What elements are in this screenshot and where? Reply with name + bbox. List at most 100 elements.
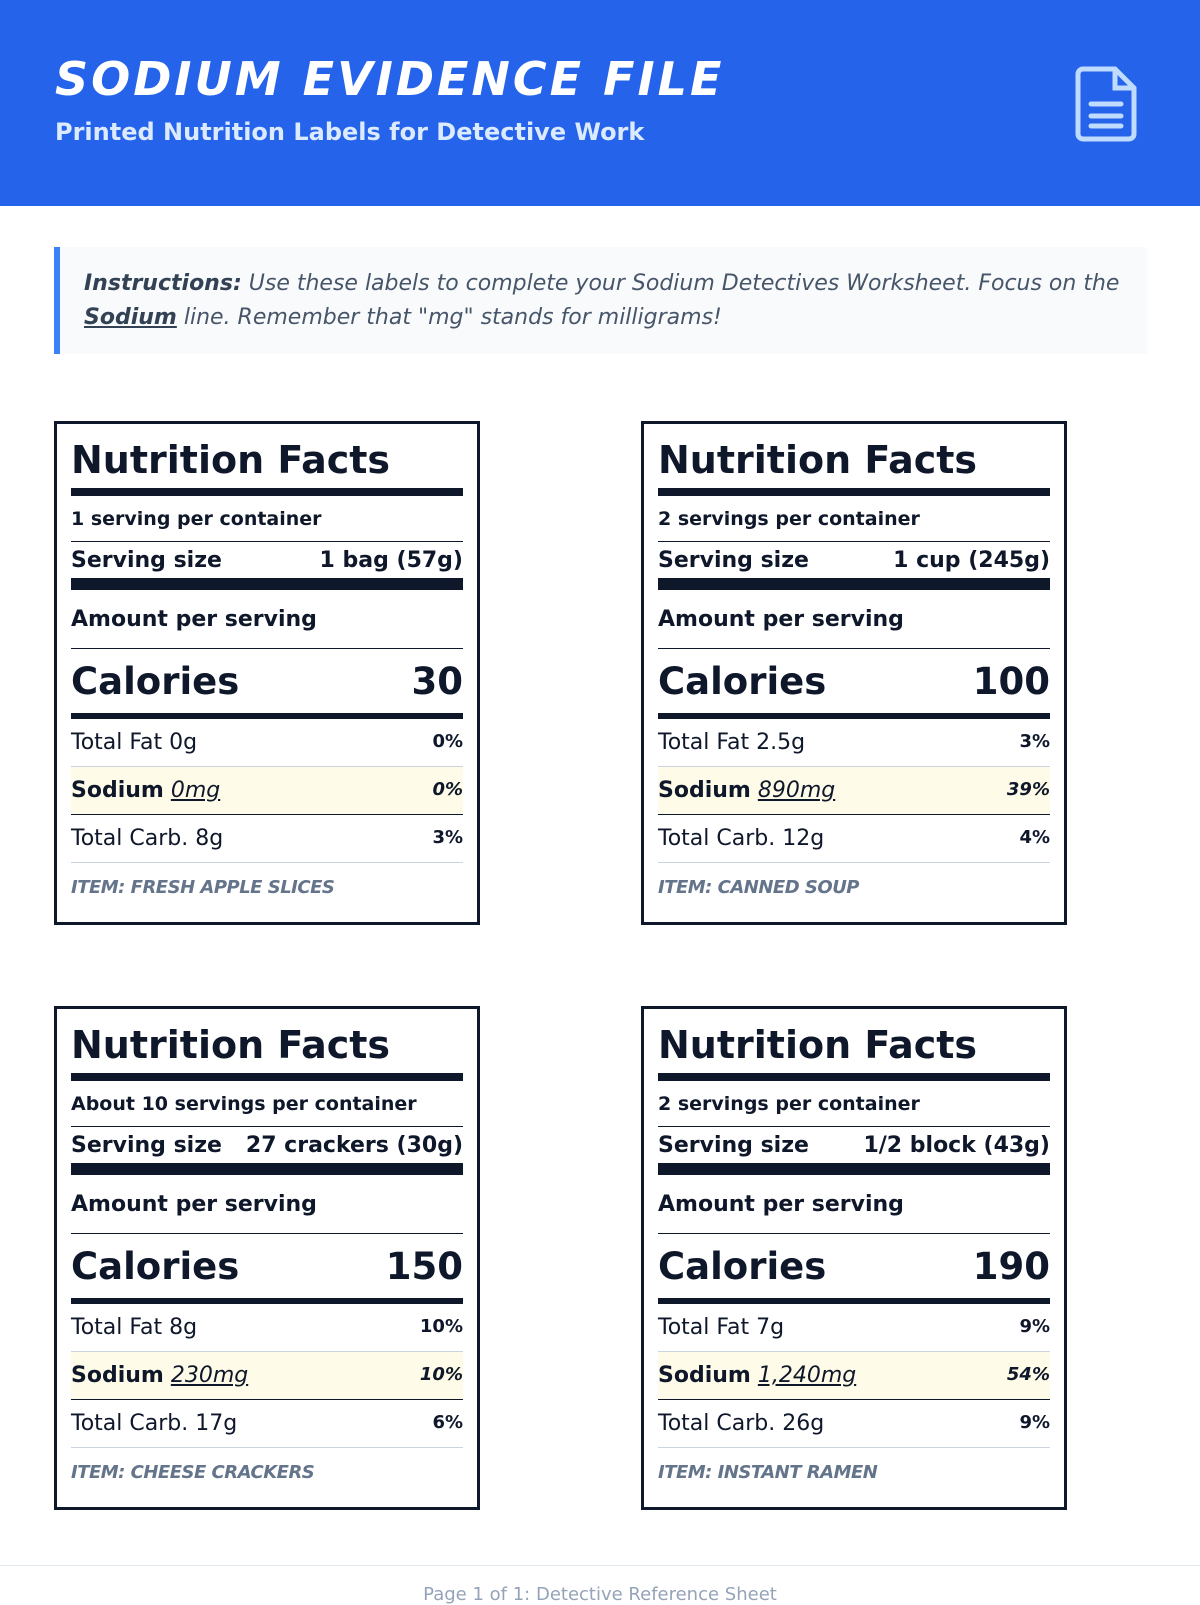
servings: 1 serving per container bbox=[71, 496, 463, 542]
serving-size-row: Serving size 1 bag (57g) bbox=[71, 542, 463, 590]
nutrient: Total Carb. 26g bbox=[658, 1411, 824, 1436]
sodium-row: Sodium 230mg 10% bbox=[71, 1352, 463, 1400]
calories: 100 bbox=[972, 659, 1050, 703]
nutrient-row: Total Fat 0g 0% bbox=[71, 719, 463, 767]
daily-value: 9% bbox=[1019, 1316, 1050, 1337]
serving-size-label: Serving size bbox=[71, 1132, 222, 1158]
serving-size: 27 crackers (30g) bbox=[245, 1132, 463, 1158]
daily-value: 54% bbox=[1006, 1364, 1050, 1385]
nutrient-name: Sodium bbox=[658, 1363, 751, 1388]
nutrient-row: Total Carb. 26g 9% bbox=[658, 1400, 1050, 1448]
label-heading: Nutrition Facts bbox=[658, 424, 1050, 496]
servings: 2 servings per container bbox=[658, 496, 1050, 542]
amount-label: Amount per serving bbox=[71, 590, 463, 649]
nutrient-row: Total Fat 8g 10% bbox=[71, 1304, 463, 1352]
label-heading: Nutrition Facts bbox=[71, 424, 463, 496]
nutrient-row: Total Fat 2.5g 3% bbox=[658, 719, 1050, 767]
nutrient: Total Carb. 12g bbox=[658, 826, 824, 851]
serving-size: 1/2 block (43g) bbox=[863, 1132, 1050, 1158]
instructions: Instructions: Use these labels to comple… bbox=[54, 247, 1147, 354]
daily-value: 4% bbox=[1019, 827, 1050, 848]
nutrient: Total Carb. 8g bbox=[71, 826, 223, 851]
daily-value: 9% bbox=[1019, 1412, 1050, 1433]
daily-value: 3% bbox=[1019, 731, 1050, 752]
nutrition-label: Nutrition Facts 1 serving per container Se… bbox=[54, 421, 480, 925]
nutrient: Total Fat 2.5g bbox=[658, 730, 805, 755]
header: SODIUM EVIDENCE FILE Printed Nutrition L… bbox=[0, 0, 1200, 206]
daily-value: 0% bbox=[432, 779, 463, 800]
calories-label: Calories bbox=[658, 659, 827, 703]
footer-rule bbox=[0, 1565, 1200, 1566]
label-heading: Nutrition Facts bbox=[71, 1009, 463, 1081]
nutrition-label: Nutrition Facts 2 servings per container S… bbox=[641, 1006, 1067, 1510]
nutrient: Sodium 0mg bbox=[71, 778, 220, 803]
item-name: ITEM: FRESH APPLE SLICES bbox=[71, 877, 335, 898]
item-name: ITEM: INSTANT RAMEN bbox=[658, 1462, 878, 1483]
sodium-amount: 1,240mg bbox=[757, 1363, 857, 1388]
nutrition-label: Nutrition Facts About 10 servings per con… bbox=[54, 1006, 480, 1510]
calories: 150 bbox=[385, 1244, 463, 1288]
nutrient-name: Sodium bbox=[658, 778, 751, 803]
nutrient-name: Sodium bbox=[71, 1363, 164, 1388]
title: SODIUM EVIDENCE FILE bbox=[55, 52, 725, 106]
nutrient-name: Total Carb. 8g bbox=[71, 826, 224, 851]
sodium-amount: 890mg bbox=[757, 778, 836, 803]
calories-label: Calories bbox=[658, 1244, 827, 1288]
document-icon bbox=[1075, 66, 1137, 142]
calories-row: Calories 150 bbox=[71, 1234, 463, 1304]
calories-row: Calories 190 bbox=[658, 1234, 1050, 1304]
amount-label: Amount per serving bbox=[658, 1175, 1050, 1234]
calories-row: Calories 30 bbox=[71, 649, 463, 719]
nutrient: Total Fat 8g bbox=[71, 1315, 197, 1340]
nutrient-name: Total Carb. 17g bbox=[71, 1411, 238, 1436]
nutrient: Total Fat 7g bbox=[658, 1315, 784, 1340]
nutrient-row: Total Carb. 17g 6% bbox=[71, 1400, 463, 1448]
daily-value: 6% bbox=[432, 1412, 463, 1433]
calories-label: Calories bbox=[71, 659, 240, 703]
amount-label: Amount per serving bbox=[71, 1175, 463, 1234]
servings: 2 servings per container bbox=[658, 1081, 1050, 1127]
nutrient-name: Total Fat 2.5g bbox=[658, 730, 806, 755]
calories: 190 bbox=[972, 1244, 1050, 1288]
sodium-row: Sodium 1,240mg 54% bbox=[658, 1352, 1050, 1400]
sodium-row: Sodium 890mg 39% bbox=[658, 767, 1050, 815]
item-name: ITEM: CANNED SOUP bbox=[658, 877, 860, 898]
servings: About 10 servings per container bbox=[71, 1081, 463, 1127]
daily-value: 3% bbox=[432, 827, 463, 848]
nutrient-name: Sodium bbox=[71, 778, 164, 803]
nutrient-row: Total Carb. 12g 4% bbox=[658, 815, 1050, 863]
serving-size: 1 cup (245g) bbox=[893, 547, 1050, 573]
serving-size-label: Serving size bbox=[658, 547, 809, 573]
item-name: ITEM: CHEESE CRACKERS bbox=[71, 1462, 315, 1483]
nutrient-name: Total Fat 7g bbox=[658, 1315, 785, 1340]
instructions-text: Use these labels to complete your Sodium… bbox=[248, 271, 1120, 296]
daily-value: 10% bbox=[419, 1316, 463, 1337]
footer: Page 1 of 1: Detective Reference Sheet bbox=[423, 1584, 777, 1605]
nutrient-row: Total Fat 7g 9% bbox=[658, 1304, 1050, 1352]
instructions-keyword: Sodium bbox=[84, 305, 177, 330]
serving-size-row: Serving size 27 crackers (30g) bbox=[71, 1127, 463, 1175]
calories: 30 bbox=[411, 659, 464, 703]
subtitle: Printed Nutrition Labels for Detective W… bbox=[55, 118, 645, 146]
nutrient: Total Carb. 17g bbox=[71, 1411, 237, 1436]
serving-size-row: Serving size 1/2 block (43g) bbox=[658, 1127, 1050, 1175]
daily-value: 10% bbox=[419, 1364, 463, 1385]
serving-size-label: Serving size bbox=[658, 1132, 809, 1158]
nutrient: Sodium 230mg bbox=[71, 1363, 248, 1388]
calories-label: Calories bbox=[71, 1244, 240, 1288]
instructions-label: Instructions: bbox=[84, 271, 242, 296]
sodium-amount: 0mg bbox=[170, 778, 221, 803]
sodium-row: Sodium 0mg 0% bbox=[71, 767, 463, 815]
nutrition-label: Nutrition Facts 2 servings per container S… bbox=[641, 421, 1067, 925]
serving-size-label: Serving size bbox=[71, 547, 222, 573]
nutrient: Sodium 1,240mg bbox=[658, 1363, 856, 1388]
daily-value: 39% bbox=[1006, 779, 1050, 800]
nutrient-name: Total Carb. 12g bbox=[658, 826, 825, 851]
serving-size: 1 bag (57g) bbox=[319, 547, 463, 573]
calories-row: Calories 100 bbox=[658, 649, 1050, 719]
nutrient: Total Fat 0g bbox=[71, 730, 197, 755]
label-heading: Nutrition Facts bbox=[658, 1009, 1050, 1081]
instructions-text: line. Remember that "mg" stands for mill… bbox=[183, 305, 722, 330]
daily-value: 0% bbox=[432, 731, 463, 752]
